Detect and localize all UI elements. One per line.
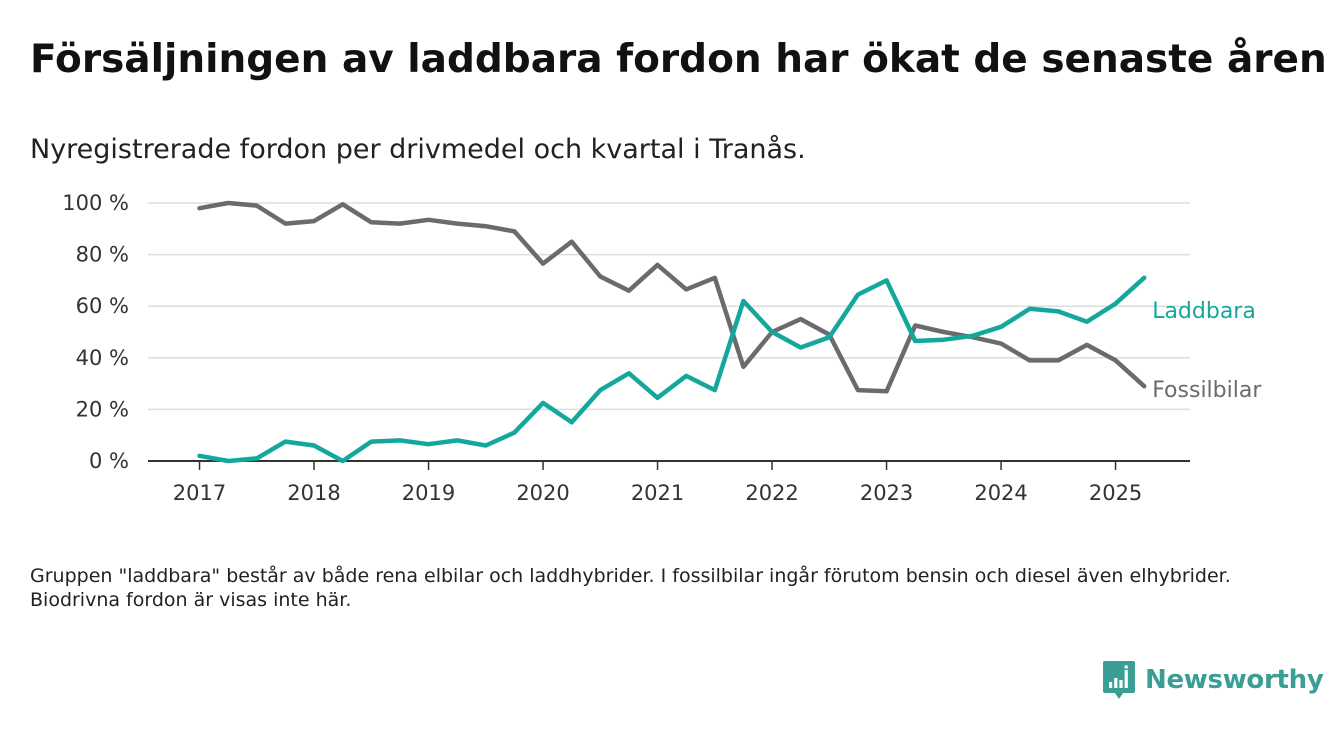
- bar-chart-logo-icon: [1103, 661, 1135, 699]
- chart-title: Försäljningen av laddbara fordon har öka…: [30, 37, 1327, 82]
- chart-subtitle: Nyregistrerade fordon per drivmedel och …: [30, 134, 806, 165]
- x-tick-label: 2023: [860, 481, 913, 505]
- y-tick-label: 80 %: [76, 243, 129, 267]
- newsworthy-logo[interactable]: Newsworthy: [1102, 660, 1324, 700]
- y-tick-label: 40 %: [76, 346, 129, 370]
- y-tick-label: 0 %: [89, 449, 129, 473]
- series-line-fossilbilar: [197, 200, 1147, 394]
- x-tick-label: 2025: [1089, 481, 1142, 505]
- x-tick-label: 2020: [516, 481, 569, 505]
- series-labels: Laddbara Fossilbilar: [1152, 299, 1262, 403]
- x-tick-label: 2018: [287, 481, 340, 505]
- y-axis-ticks: 0 % 20 % 40 % 60 % 80 % 100 %: [62, 191, 129, 473]
- series-label-fossilbilar: Fossilbilar: [1152, 378, 1262, 403]
- y-tick-label: 100 %: [62, 191, 129, 215]
- x-tick-label: 2017: [173, 481, 226, 505]
- x-tick-label: 2022: [745, 481, 798, 505]
- line-chart: 0 % 20 % 40 % 60 % 80 % 100 % 2017 2018 2019 202…: [62, 191, 1262, 505]
- x-axis-ticks: 2017 2018 2019 2020 2021 2022 2023 2024 2025: [173, 461, 1142, 505]
- logo-text: Newsworthy: [1145, 665, 1324, 695]
- x-tick-label: 2024: [974, 481, 1027, 505]
- series-line-laddbara: [197, 275, 1147, 464]
- x-tick-label: 2019: [402, 481, 455, 505]
- series-lines: [197, 200, 1147, 464]
- footnote: Gruppen "laddbara" består av både rena e…: [30, 565, 1231, 611]
- y-tick-label: 20 %: [76, 397, 129, 421]
- gridlines: [148, 202, 1190, 462]
- series-label-laddbara: Laddbara: [1152, 299, 1256, 324]
- y-tick-label: 60 %: [76, 294, 129, 318]
- x-tick-label: 2021: [631, 481, 684, 505]
